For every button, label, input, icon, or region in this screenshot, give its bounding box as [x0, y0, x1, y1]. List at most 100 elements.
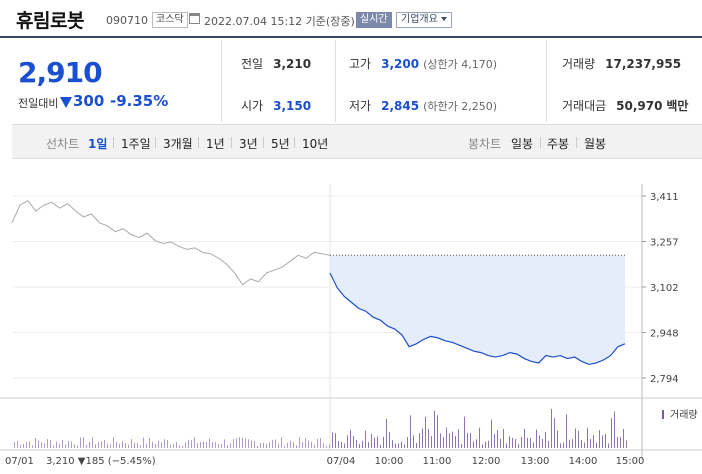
- volume-bar: [83, 437, 84, 448]
- divider: [335, 40, 336, 122]
- y-tick-label: 3,257: [650, 238, 679, 249]
- y-tick-label: 3,411: [650, 192, 679, 203]
- volume-bar: [161, 442, 162, 448]
- volume-bar: [278, 443, 279, 448]
- volume-bar: [134, 442, 135, 448]
- stat-value: 3,200: [381, 57, 420, 71]
- volume-bar: [497, 430, 498, 448]
- volume-bar: [164, 439, 165, 448]
- y-axis-ticks: 3,411 3,257 3,102 2,948 2,794: [642, 192, 679, 385]
- volume-bar: [98, 442, 99, 448]
- volume-bar: [230, 443, 231, 448]
- tab-3m[interactable]: 3개월: [163, 137, 193, 151]
- stat-high: 고가 3,200 (상한가 4,170): [349, 55, 497, 72]
- volume-bar: [77, 445, 78, 448]
- volume-bar: [359, 443, 360, 448]
- volume-bar: [170, 444, 171, 448]
- volume-bar: [305, 438, 306, 448]
- volume-bar: [491, 419, 492, 448]
- price-chart[interactable]: 3,411 3,257 3,102 2,948 2,794 07/04 10:00 11:0…: [0, 160, 702, 474]
- volume-bar: [347, 435, 348, 448]
- volume-bar: [113, 437, 114, 448]
- stock-code: 090710: [106, 14, 148, 27]
- volume-bar: [155, 443, 156, 448]
- volume-bar: [464, 416, 465, 448]
- volume-bar: [266, 444, 267, 448]
- realtime-badge[interactable]: 실시간: [356, 12, 392, 28]
- volume-bar: [569, 440, 570, 448]
- price-change-pct: -9.35%: [110, 92, 169, 110]
- stat-value: 2,845: [381, 99, 420, 113]
- tab-1w[interactable]: 1주일: [121, 137, 151, 151]
- volume-bar: [128, 444, 129, 448]
- stat-value: 17,237,955: [605, 57, 682, 71]
- volume-bar: [383, 436, 384, 448]
- stat-label: 거래량: [562, 57, 596, 71]
- tab-5y[interactable]: 5년: [271, 137, 290, 151]
- volume-bar: [353, 436, 354, 448]
- volume-bar: [188, 439, 189, 448]
- volume-bar: [362, 440, 363, 448]
- tab-10y[interactable]: 10년: [302, 137, 329, 151]
- volume-bar: [152, 441, 153, 448]
- volume-bar: [38, 440, 39, 448]
- tab-3y[interactable]: 3년: [239, 137, 258, 151]
- volume-bar: [92, 437, 93, 448]
- tab-weekly[interactable]: 주봉: [547, 137, 570, 151]
- volume-bar: [440, 433, 441, 448]
- volume-bar: [326, 445, 327, 448]
- volume-bar: [446, 427, 447, 448]
- volume-bar: [62, 439, 63, 448]
- price-change: 300: [73, 92, 105, 110]
- volume-bar: [320, 437, 321, 448]
- volume-bar: [590, 438, 591, 448]
- volume-bar: [512, 437, 513, 448]
- volume-bar: [101, 441, 102, 448]
- tab-separator: [198, 137, 199, 148]
- volume-bar: [356, 439, 357, 448]
- company-info-dropdown[interactable]: 기업개요: [396, 12, 452, 28]
- tab-1d[interactable]: 1일: [88, 137, 108, 151]
- volume-bar: [551, 409, 552, 448]
- volume-bar: [461, 444, 462, 448]
- volume-bar: [398, 443, 399, 448]
- volume-bar: [341, 441, 342, 448]
- volume-bar: [263, 442, 264, 448]
- volume-bar: [548, 440, 549, 448]
- volume-bar: [443, 437, 444, 448]
- volume-bar: [191, 440, 192, 448]
- volume-bar: [401, 441, 402, 448]
- volume-bar: [413, 435, 414, 448]
- volume-bar: [182, 445, 183, 448]
- stock-name: 휴림로봇: [16, 10, 84, 32]
- stat-value: 3,210: [273, 57, 312, 71]
- volume-bar: [50, 440, 51, 448]
- volume-bar: [41, 442, 42, 448]
- volume-bar: [197, 443, 198, 448]
- volume-bar: [56, 441, 57, 448]
- volume-bar: [404, 444, 405, 448]
- volume-bar: [563, 442, 564, 448]
- volume-bar: [26, 442, 27, 448]
- volume-bar: [89, 442, 90, 448]
- tab-daily[interactable]: 일봉: [511, 137, 534, 151]
- volume-bar: [275, 439, 276, 448]
- x-tick-label: 15:00: [616, 456, 645, 467]
- x-tick-label: 10:00: [375, 456, 404, 467]
- volume-bar: [407, 437, 408, 448]
- volume-bar: [179, 445, 180, 448]
- volume-bar: [344, 443, 345, 448]
- stock-header: 휴림로봇 090710 코스닥 2022.07.04 15:12 기준(장중) …: [0, 0, 702, 38]
- stat-low: 저가 2,845 (하한가 2,250): [349, 97, 497, 114]
- volume-bar: [80, 437, 81, 448]
- volume-bar: [479, 427, 480, 448]
- volume-bar: [530, 437, 531, 448]
- tab-1y[interactable]: 1년: [206, 137, 225, 151]
- series-line-today: [329, 272, 626, 366]
- tab-monthly[interactable]: 월봉: [584, 137, 607, 151]
- volume-legend-label: 거래량: [670, 409, 698, 421]
- volume-bar: [317, 438, 318, 448]
- volume-bar: [242, 437, 243, 448]
- stat-volume: 거래량 17,237,955: [562, 55, 681, 72]
- volume-bar: [392, 440, 393, 448]
